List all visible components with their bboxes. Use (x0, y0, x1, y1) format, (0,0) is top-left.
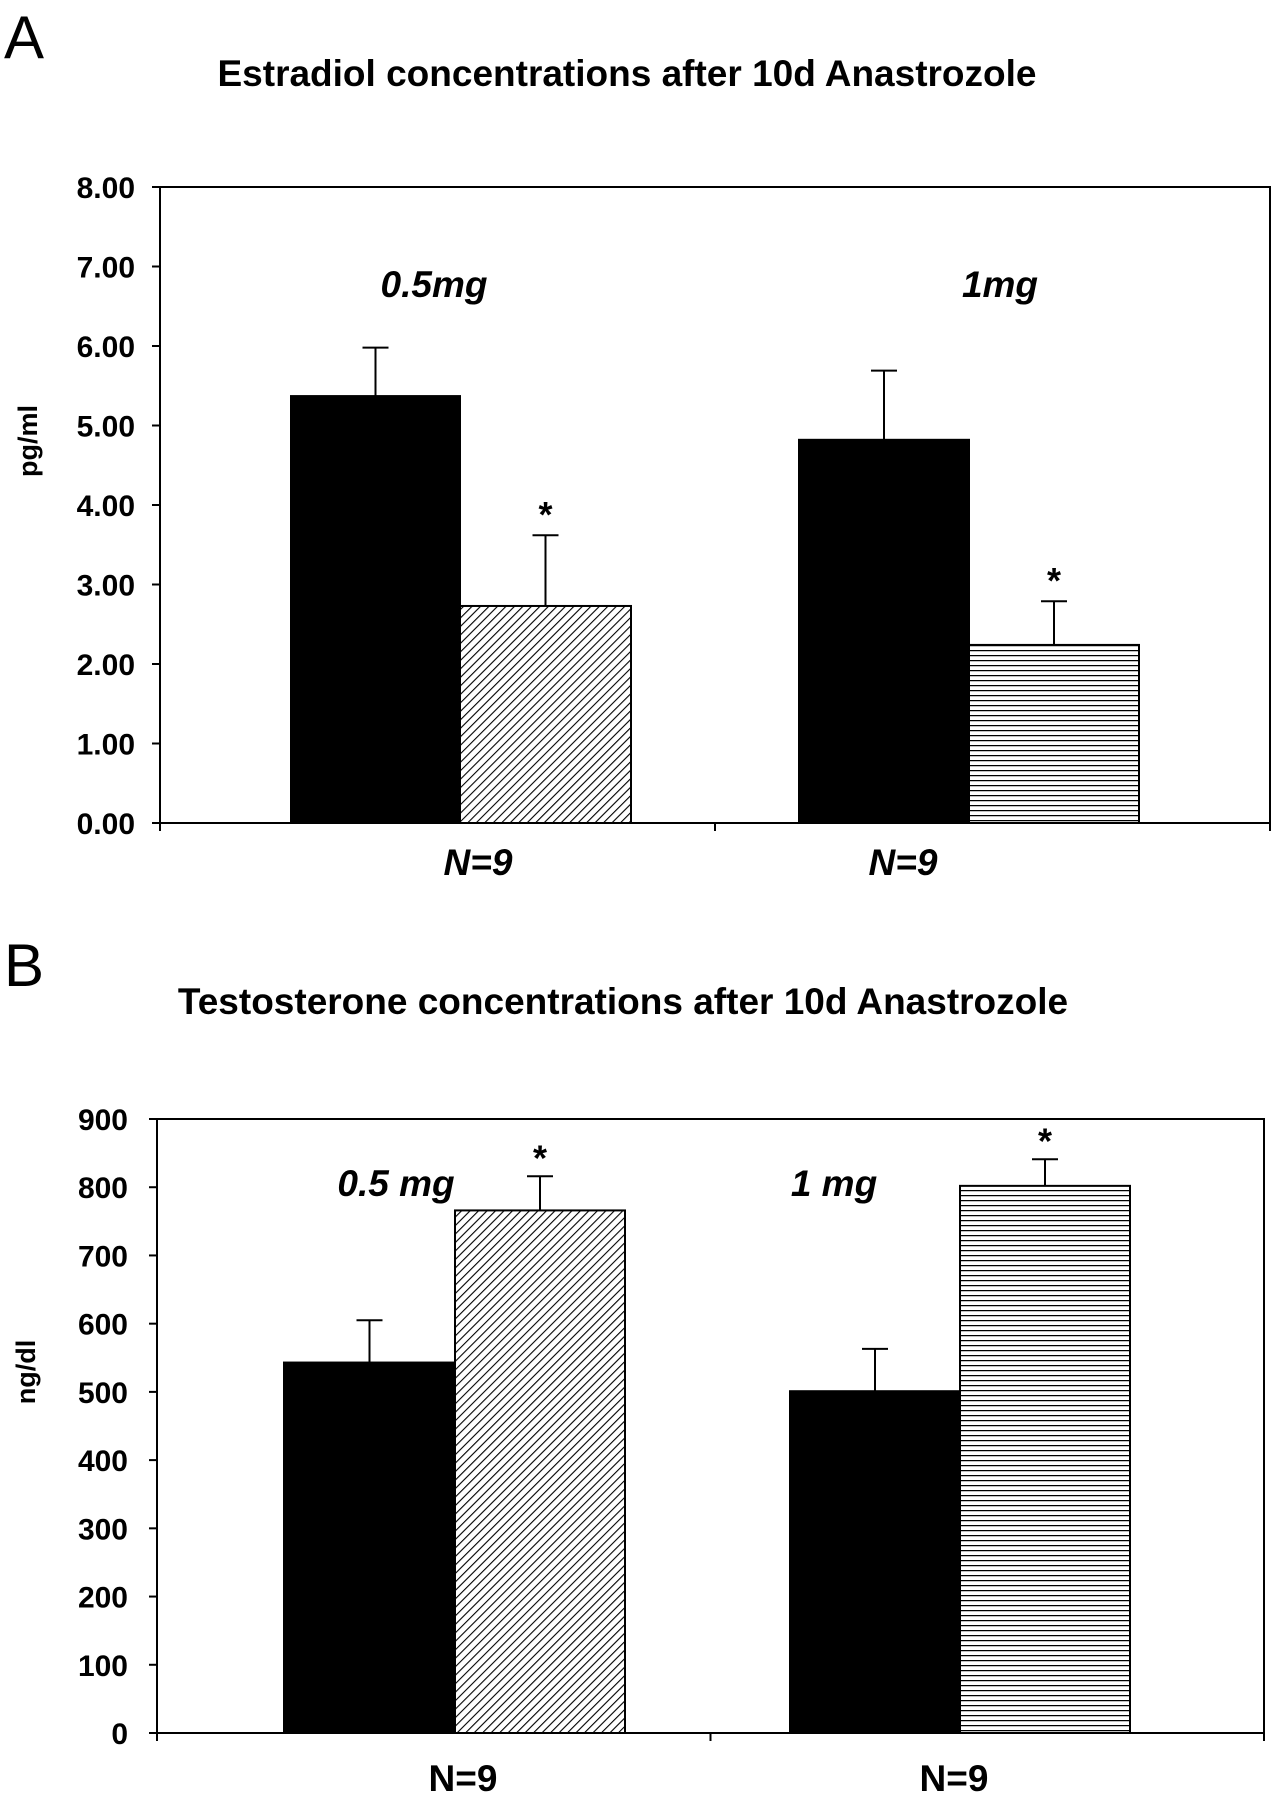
panel-b-significance-star: * (1038, 1120, 1052, 1161)
panel-b-dose-label: 1 mg (791, 1163, 877, 1204)
panel-a-y-tick-label: 5.00 (77, 411, 135, 444)
panel-a-y-axis-label: pg/ml (13, 405, 43, 477)
panel-b-y-axis-label: ng/dl (11, 1340, 41, 1404)
panel-b-title: Testosterone concentrations after 10d An… (178, 981, 1068, 1022)
panel-b-y-tick-label: 100 (78, 1650, 128, 1683)
panel-b-y-tick-label: 200 (78, 1582, 128, 1615)
panel-a-bar-2-treated (968, 643, 1140, 824)
panel-a-bar-2-baseline (798, 438, 970, 824)
panel-b-bar-2-baseline (789, 1390, 961, 1734)
panel-b-y-tick-label: 500 (78, 1377, 128, 1410)
panel-b-y-tick-label: 0 (111, 1718, 128, 1751)
panel-b-y-tick-label: 800 (78, 1172, 128, 1205)
panel-a-significance-star: * (538, 494, 552, 535)
panel-a-y-tick-label: 8.00 (77, 172, 135, 205)
panel-a-bar-1-baseline (290, 395, 461, 824)
panel-b-bar-1-baseline (283, 1361, 456, 1734)
panel-a-y-tick-label: 2.00 (77, 649, 135, 682)
panel-b-y-tick-label: 900 (78, 1104, 128, 1137)
panel-a-y-tick-label: 1.00 (77, 729, 135, 762)
panel-a-y-tick-label: 7.00 (77, 252, 135, 285)
panel-a-significance-star: * (1047, 560, 1061, 601)
panel-b-y-tick-label: 700 (78, 1240, 128, 1273)
panel-a-n-label: N=9 (869, 842, 938, 883)
panel-b-letter: B (4, 932, 44, 999)
panel-a-y-tick-label: 6.00 (77, 331, 135, 364)
panel-b-significance-star: * (533, 1137, 547, 1178)
panel-b-chart: B Testosterone concentrations after 10d … (4, 932, 1265, 1799)
panel-b-bar-1-treated (454, 1209, 626, 1734)
panel-a-y-tick-label: 3.00 (77, 570, 135, 603)
panel-b-dose-label: 0.5 mg (337, 1163, 454, 1204)
panel-a-letter: A (4, 4, 44, 71)
panel-a-dose-label: 1mg (962, 264, 1038, 305)
panel-a-y-tick-label: 4.00 (77, 490, 135, 523)
panel-b-y-tick-label: 400 (78, 1445, 128, 1478)
panel-a-bar-1-treated (459, 604, 632, 825)
panel-a-n-label: N=9 (444, 842, 513, 883)
panel-b-y-tick-label: 600 (78, 1309, 128, 1342)
panel-b-n-label: N=9 (920, 1758, 989, 1799)
panel-b-bar-2-treated (959, 1184, 1131, 1734)
panel-a-title: Estradiol concentrations after 10d Anast… (218, 53, 1037, 94)
panel-b-y-tick-label: 300 (78, 1513, 128, 1546)
panel-b-n-label: N=9 (429, 1758, 498, 1799)
panel-a-dose-label: 0.5mg (381, 264, 488, 305)
panel-a-chart: A Estradiol concentrations after 10d Ana… (4, 4, 1271, 883)
panel-a-y-tick-label: 0.00 (77, 808, 135, 841)
